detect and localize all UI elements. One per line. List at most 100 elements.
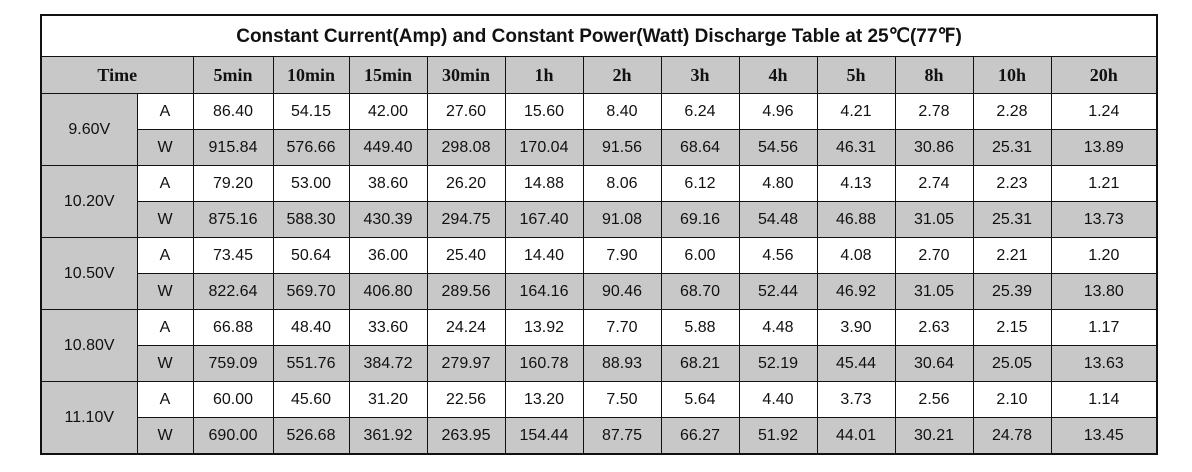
value-cell: 27.60 [426,93,506,130]
value-cell: 263.95 [426,417,506,455]
value-cell: 7.90 [582,237,662,274]
value-cell: 69.16 [660,201,740,238]
value-cell: 22.56 [426,381,506,418]
value-cell: 53.00 [272,165,350,202]
column-header: 20h [1050,56,1158,94]
value-cell: 91.56 [582,129,662,166]
value-cell: 1.21 [1050,165,1158,202]
table-row: W 875.16 588.30 430.39 294.75 167.40 91.08 69.1… [41,201,1158,238]
value-cell: 6.24 [660,93,740,130]
value-cell: 4.08 [816,237,896,274]
value-cell: 384.72 [348,345,428,382]
discharge-table-container: Constant Current(Amp) and Constant Power… [40,14,1159,455]
value-cell: 13.92 [504,309,584,346]
value-cell: 13.20 [504,381,584,418]
value-cell: 430.39 [348,201,428,238]
column-header: 4h [738,56,818,94]
column-header: 5min [192,56,274,94]
value-cell: 73.45 [192,237,274,274]
column-header: 1h [504,56,584,94]
value-cell: 51.92 [738,417,818,455]
value-cell: 48.40 [272,309,350,346]
value-cell: 45.44 [816,345,896,382]
voltage-cell: 9.60V [40,93,138,166]
unit-cell: A [136,165,194,202]
table-row: 10.20V A 79.20 53.00 38.60 26.20 14.88 8.06 6.12… [40,165,1158,238]
value-cell: 2.10 [972,381,1052,418]
value-cell: 5.88 [660,309,740,346]
value-cell: 8.40 [582,93,662,130]
value-cell: 1.20 [1050,237,1158,274]
value-cell: 44.01 [816,417,896,455]
value-cell: 31.20 [348,381,428,418]
column-header: 30min [426,56,506,94]
value-cell: 68.64 [660,129,740,166]
table-row: W 759.09 551.76 384.72 279.97 160.78 88.93 68.2… [41,345,1158,382]
table-row: 10.50V A 73.45 50.64 36.00 25.40 14.40 7.90 6.00… [40,237,1158,310]
value-cell: 14.40 [504,237,584,274]
value-cell: 30.64 [894,345,974,382]
value-cell: 68.70 [660,273,740,310]
value-cell: 88.93 [582,345,662,382]
value-cell: 4.21 [816,93,896,130]
value-cell: 160.78 [504,345,584,382]
value-cell: 54.48 [738,201,818,238]
value-cell: 759.09 [192,345,274,382]
value-cell: 54.15 [272,93,350,130]
table-row: W 822.64 569.70 406.80 289.56 164.16 90.46 68.7… [41,273,1158,310]
value-cell: 3.90 [816,309,896,346]
value-cell: 2.74 [894,165,974,202]
value-cell: 2.63 [894,309,974,346]
value-cell: 42.00 [348,93,428,130]
value-cell: 45.60 [272,381,350,418]
value-cell: 31.05 [894,273,974,310]
value-cell: 588.30 [272,201,350,238]
table-row: W 690.00 526.68 361.92 263.95 154.44 87.75 66.2… [41,417,1158,455]
value-cell: 50.64 [272,237,350,274]
value-cell: 46.88 [816,201,896,238]
value-cell: 13.45 [1050,417,1158,455]
value-cell: 406.80 [348,273,428,310]
value-cell: 2.70 [894,237,974,274]
unit-cell: A [136,93,194,130]
value-cell: 1.14 [1050,381,1158,418]
value-cell: 154.44 [504,417,584,455]
value-cell: 66.27 [660,417,740,455]
value-cell: 3.73 [816,381,896,418]
value-cell: 15.60 [504,93,584,130]
value-cell: 87.75 [582,417,662,455]
value-cell: 4.40 [738,381,818,418]
value-cell: 8.06 [582,165,662,202]
value-cell: 298.08 [426,129,506,166]
unit-cell: W [136,417,194,455]
value-cell: 30.86 [894,129,974,166]
value-cell: 2.21 [972,237,1052,274]
value-cell: 2.15 [972,309,1052,346]
value-cell: 6.12 [660,165,740,202]
table-row: W 915.84 576.66 449.40 298.08 170.04 91.56 68.6… [41,129,1158,166]
value-cell: 13.73 [1050,201,1158,238]
value-cell: 66.88 [192,309,274,346]
value-cell: 526.68 [272,417,350,455]
value-cell: 449.40 [348,129,428,166]
value-cell: 24.24 [426,309,506,346]
column-header: 8h [894,56,974,94]
column-header: 3h [660,56,740,94]
value-cell: 86.40 [192,93,274,130]
value-cell: 4.48 [738,309,818,346]
unit-cell: A [136,381,194,418]
value-cell: 1.17 [1050,309,1158,346]
value-cell: 52.19 [738,345,818,382]
value-cell: 25.31 [972,201,1052,238]
value-cell: 38.60 [348,165,428,202]
table-row: 9.60V A 86.40 54.15 42.00 27.60 15.60 8.40 6.24 4… [40,93,1158,166]
table-row: 10.80V A 66.88 48.40 33.60 24.24 13.92 7.70 5.88… [40,309,1158,382]
value-cell: 13.80 [1050,273,1158,310]
value-cell: 279.97 [426,345,506,382]
value-cell: 13.89 [1050,129,1158,166]
unit-cell: W [136,201,194,238]
value-cell: 915.84 [192,129,274,166]
column-header: 10h [972,56,1052,94]
value-cell: 52.44 [738,273,818,310]
value-cell: 31.05 [894,201,974,238]
